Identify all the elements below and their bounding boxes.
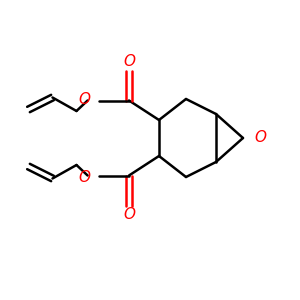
Text: O: O (254, 130, 266, 146)
Text: O: O (123, 54, 135, 69)
Text: O: O (79, 169, 91, 184)
Text: O: O (79, 92, 91, 106)
Text: O: O (123, 207, 135, 222)
